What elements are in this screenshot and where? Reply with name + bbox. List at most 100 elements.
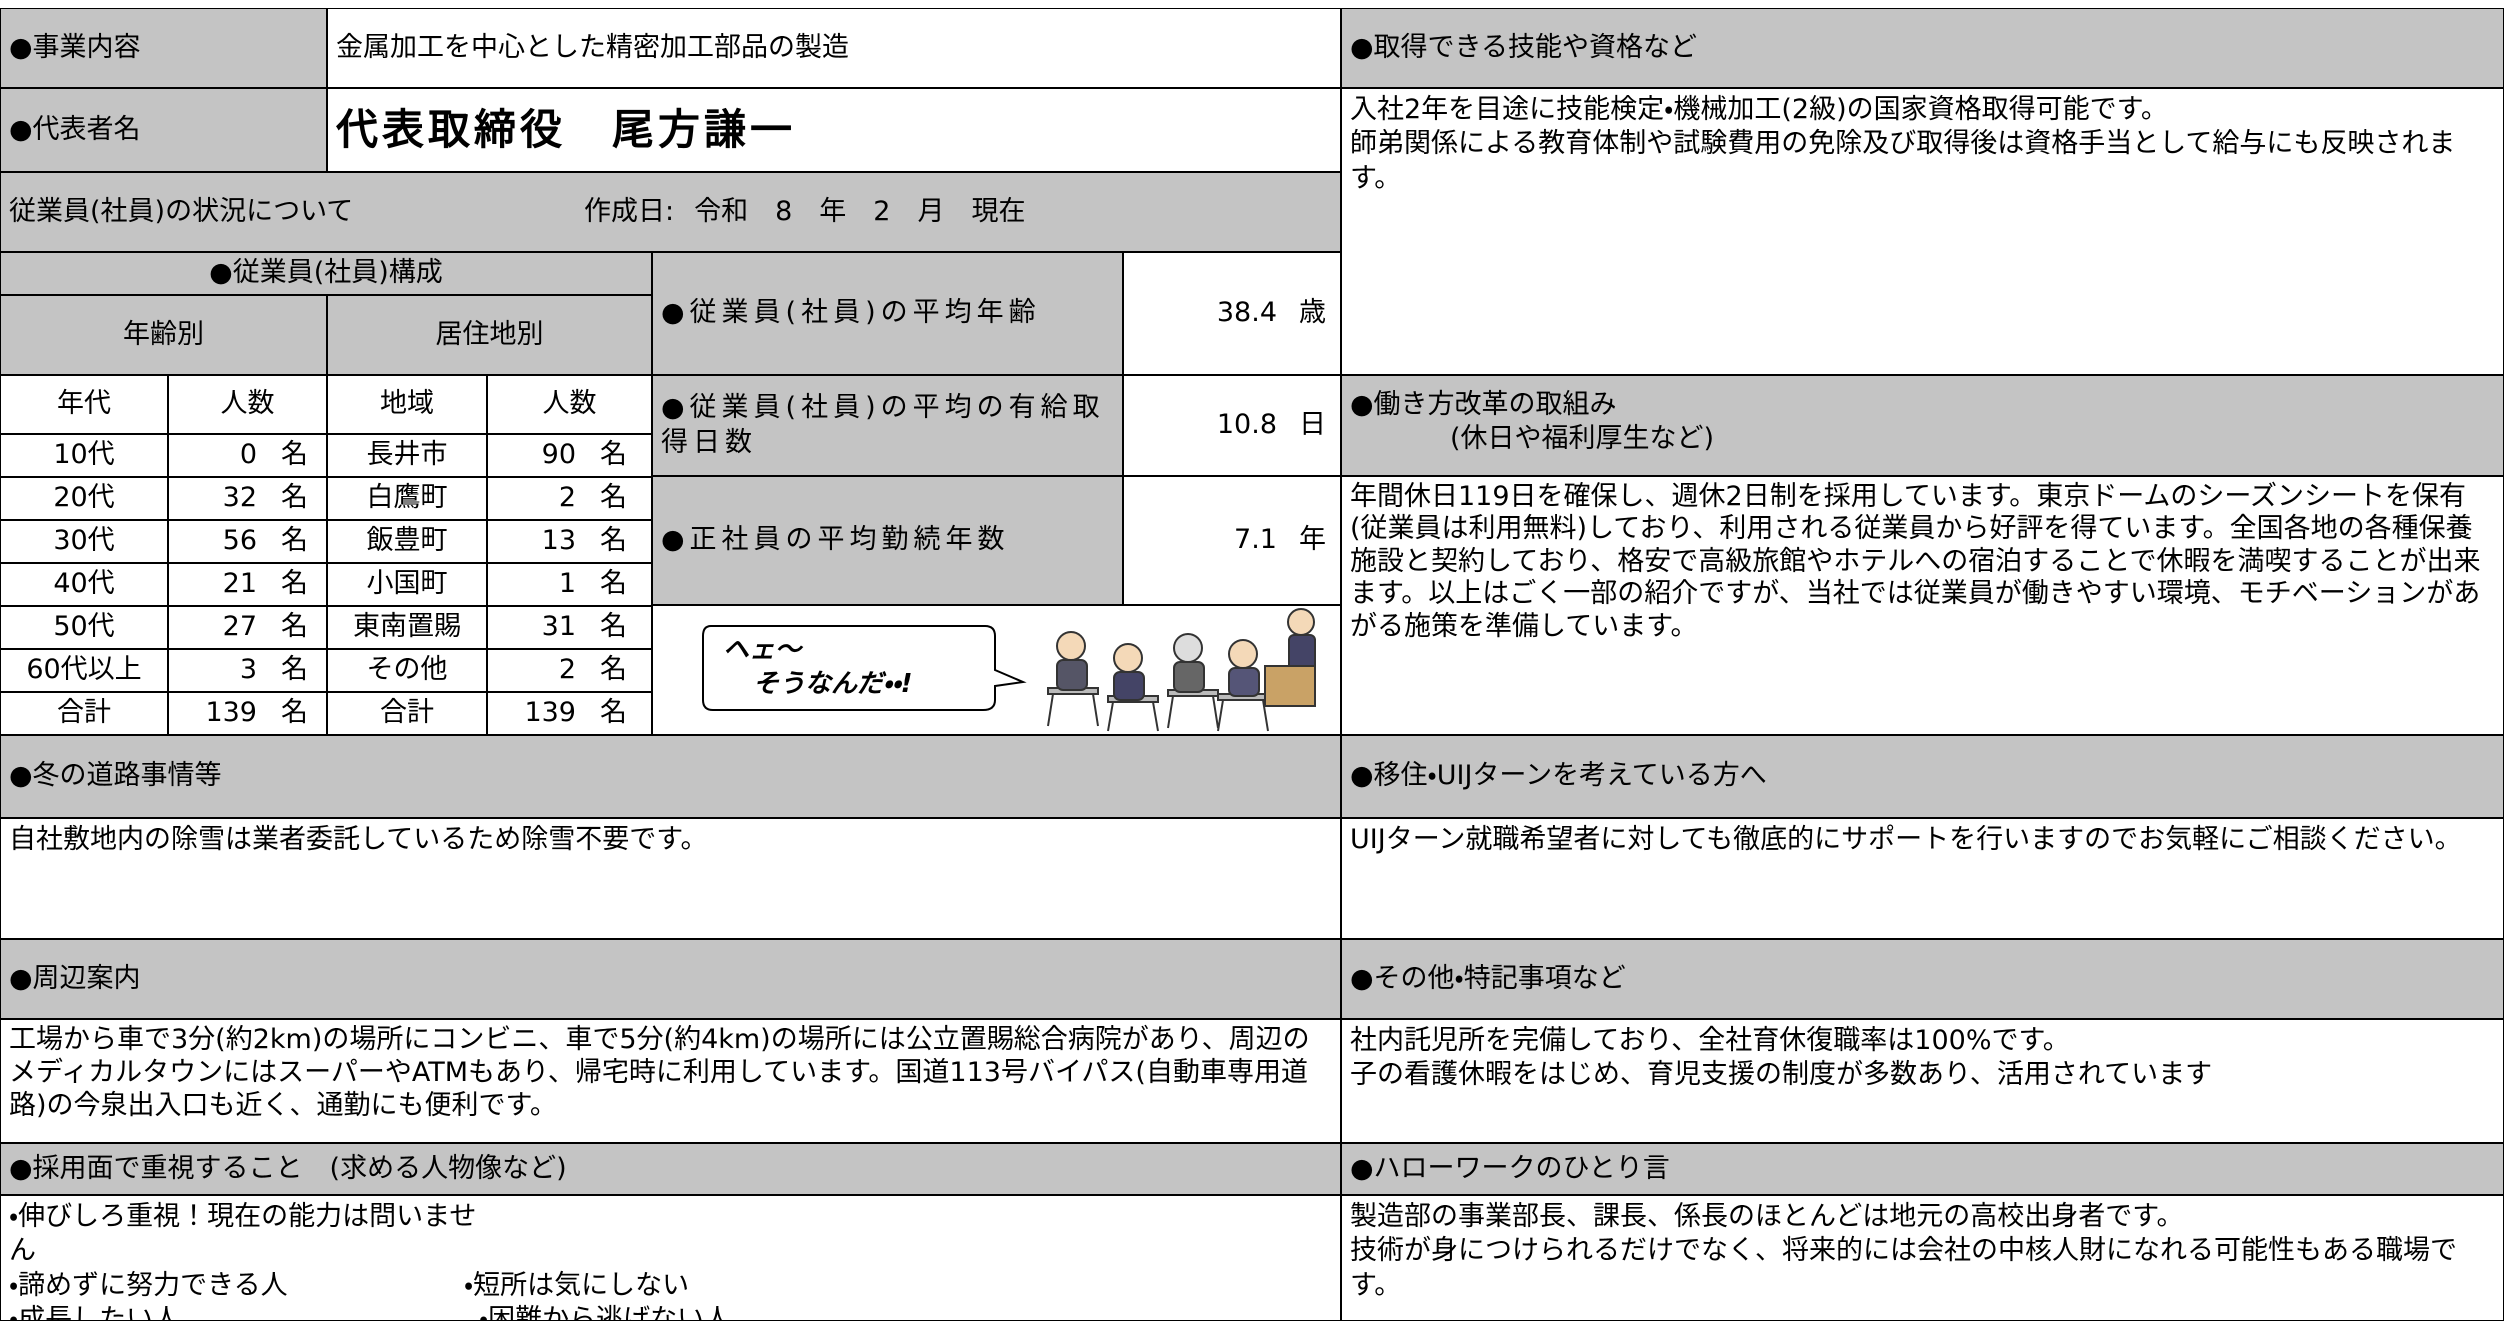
date-label: 作成日:	[584, 195, 675, 227]
section-header: ●その他・特記事項など	[1341, 939, 2504, 1019]
body-line: 師弟関係による教育体制や試験費用の免除及び取得後は資格手当として給与にも反映され…	[1350, 128, 2456, 194]
table-subtitle: 居住地別	[327, 295, 652, 375]
section-body: 年間休日119日を確保し、週休2日制を採用しています。東京ドームのシーズンシート…	[1341, 476, 2504, 735]
section-header: ●採用面で重視すること (求める人物像など)	[0, 1143, 1341, 1195]
value-cell: 代表取締役 尾方謙一	[327, 88, 1341, 172]
count: 3	[239, 654, 257, 686]
count-cell: 139 名	[487, 692, 652, 735]
unit: 名	[600, 482, 627, 514]
section-header: ●移住・UIJターンを考えている方へ	[1341, 735, 2504, 818]
count: 2	[558, 654, 576, 686]
section-body: ・伸びしろ重視！現在の能力は問いません ・諦めずに努力できる人 ・短所は気にしない・…	[0, 1195, 1341, 1321]
area-cell: 長井市	[327, 434, 487, 477]
bullet-item: ・成長したい人	[9, 1303, 181, 1321]
section-body: 社内託児所を完備しており、全社育休復職率は100%です。 子の看護休暇をはじめ、育…	[1341, 1019, 2504, 1143]
header-title: ●働き方改革の取組み	[1350, 389, 1617, 420]
stat-value: 38.4 歳	[1123, 252, 1341, 375]
body-line: ・成長したい人 ・困難から逃げない人	[9, 1303, 1332, 1321]
number: 38.4	[1216, 297, 1277, 329]
number: 7.1	[1234, 524, 1277, 556]
unit: 名	[600, 611, 627, 643]
count: 32	[222, 482, 257, 514]
area-cell: 小国町	[327, 563, 487, 606]
count-cell: 90 名	[487, 434, 652, 477]
bubble-line: ヘェ～	[723, 635, 802, 665]
unit: 名	[600, 697, 627, 729]
count: 139	[205, 697, 257, 729]
illustration-art	[702, 608, 1316, 732]
area-cell: その他	[327, 649, 487, 692]
unit: 名	[281, 654, 308, 686]
section-header: ●取得できる技能や資格など	[1341, 8, 2504, 88]
unit: 歳	[1299, 297, 1326, 329]
section-header: ●ハローワークのひとり言	[1341, 1143, 2504, 1195]
unit: 名	[600, 439, 627, 471]
column-header: 地域	[327, 375, 487, 434]
count: 2	[558, 482, 576, 514]
count-cell: 56 名	[168, 520, 327, 563]
area-cell: 白鷹町	[327, 477, 487, 520]
count: 21	[222, 568, 257, 600]
count: 31	[541, 611, 576, 643]
date: 令和 8 年 2 月 現在	[694, 195, 1026, 227]
unit: 名	[281, 525, 308, 557]
stat-value: 10.8 日	[1123, 375, 1341, 476]
unit: 名	[281, 482, 308, 514]
speech-bubble: ヘェ～ そうなんだ・・!	[723, 634, 913, 702]
unit: 名	[281, 611, 308, 643]
unit: 名	[600, 568, 627, 600]
label-cell: ●事業内容	[0, 8, 327, 88]
unit: 名	[281, 568, 308, 600]
age-cell: 50代	[0, 606, 168, 649]
unit: 日	[1299, 409, 1326, 441]
area-cell: 東南置賜	[327, 606, 487, 649]
count: 90	[541, 439, 576, 471]
count-cell: 13 名	[487, 520, 652, 563]
stat-label: ●従業員(社員)の平均年齢	[652, 252, 1123, 375]
bullet-item: ・困難から逃げない人	[479, 1303, 732, 1321]
stat-label: ●正社員の平均勤続年数	[652, 476, 1123, 605]
section-header: ●冬の道路事情等	[0, 735, 1341, 818]
table-subtitle: 年齢別	[0, 295, 327, 375]
column-header: 年代	[0, 375, 168, 434]
unit: 年	[1299, 524, 1326, 556]
section-header: ●働き方改革の取組み (休日や福利厚生など)	[1341, 375, 2504, 476]
unit: 名	[600, 525, 627, 557]
unit: 名	[281, 697, 308, 729]
section-body: 入社2年を目途に技能検定・機械加工(2級)の国家資格取得可能です。 師弟関係による…	[1341, 88, 2504, 375]
section-body: 工場から車で3分(約2km)の場所にコンビニ、車で5分(約4km)の場所には公立…	[0, 1019, 1341, 1143]
count: 0	[239, 439, 257, 471]
column-header: 人数	[168, 375, 327, 434]
age-cell: 60代以上	[0, 649, 168, 692]
value-cell: 金属加工を中心とした精密加工部品の製造	[327, 8, 1341, 88]
body-line: ・諦めずに努力できる人 ・短所は気にしない	[9, 1269, 1332, 1303]
body-line: 技術が身につけられるだけでなく、将来的には会社の中核人財になれる可能性もある職場…	[1350, 1235, 2457, 1301]
section-body: 自社敷地内の除雪は業者委託しているため除雪不要です。	[0, 818, 1341, 939]
body-line: 製造部の事業部長、課長、係長のほとんどは地元の高校出身者です。	[1350, 1201, 2184, 1232]
area-cell: 飯豊町	[327, 520, 487, 563]
bullet-item: ・伸びしろ重視！現在の能力は問いません	[9, 1201, 477, 1267]
table-title: ●従業員(社員)構成	[0, 252, 652, 295]
count-cell: 31 名	[487, 606, 652, 649]
stat-label: ●従業員(社員)の平均の有給取得日数	[652, 375, 1123, 476]
count-cell: 27 名	[168, 606, 327, 649]
unit: 名	[281, 439, 308, 471]
bullet-item: ・諦めずに努力できる人	[9, 1269, 288, 1301]
illustration: ヘェ～ そうなんだ・・!	[652, 605, 1341, 735]
stat-value: 7.1 年	[1123, 476, 1341, 605]
number: 10.8	[1216, 409, 1277, 441]
age-cell: 10代	[0, 434, 168, 477]
count-cell: 32 名	[168, 477, 327, 520]
section-header: 従業員(社員)の状況について 作成日: 令和 8 年 2 月 現在	[0, 172, 1341, 252]
section-header: ●周辺案内	[0, 939, 1341, 1019]
heading: 従業員(社員)の状況について	[9, 195, 354, 227]
age-cell: 合計	[0, 692, 168, 735]
count: 1	[558, 568, 576, 600]
age-cell: 40代	[0, 563, 168, 606]
count-cell: 21 名	[168, 563, 327, 606]
bubble-line: そうなんだ・・!	[753, 668, 913, 699]
